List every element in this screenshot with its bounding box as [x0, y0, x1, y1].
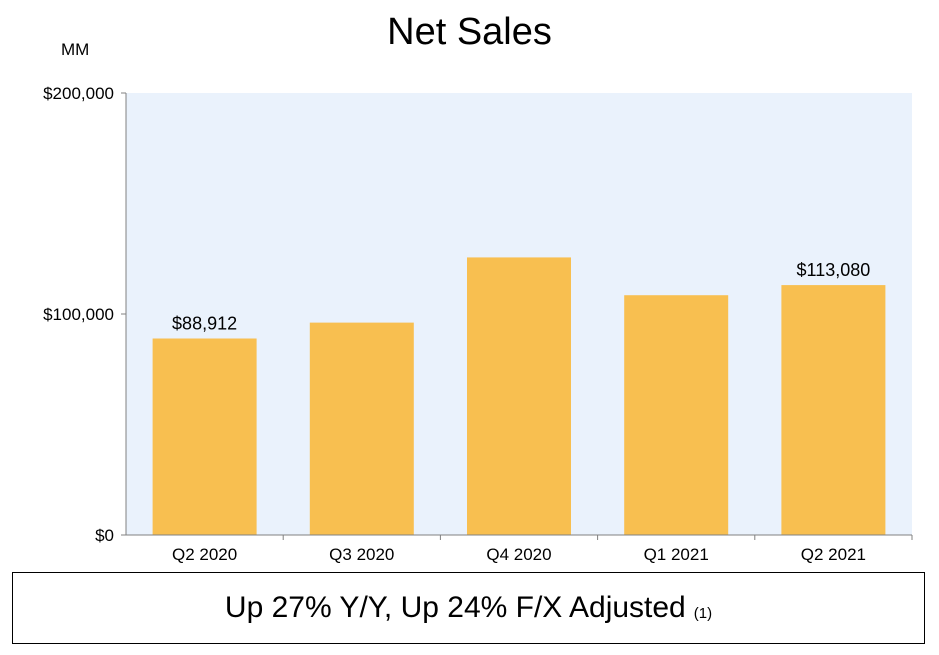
summary-box: Up 27% Y/Y, Up 24% F/X Adjusted (1) — [12, 572, 925, 644]
bar-q3-2020 — [309, 322, 414, 535]
bar-q1-2021 — [624, 295, 729, 535]
data-label: $88,912 — [172, 314, 237, 334]
bar-chart: $88,912 $113,080 $0 $100,000 $200,000 Q2 20… — [43, 84, 913, 564]
unit-label: MM — [61, 40, 90, 59]
bar-q2-2021 — [781, 285, 886, 535]
chart-title: Net Sales — [387, 11, 552, 53]
x-tick-label: Q2 2020 — [172, 545, 237, 564]
x-tick-label: Q3 2020 — [329, 545, 394, 564]
data-label: $113,080 — [797, 260, 871, 280]
x-tick-label: Q1 2021 — [644, 545, 709, 564]
y-tick-label: $0 — [95, 526, 114, 545]
summary-text: Up 27% Y/Y, Up 24% F/X Adjusted — [224, 591, 686, 624]
footnote-marker: (1) — [693, 604, 713, 622]
x-tick-label: Q4 2020 — [486, 545, 551, 564]
bar-q4-2020 — [467, 257, 571, 535]
y-tick-label: $200,000 — [43, 84, 114, 103]
y-tick-label: $100,000 — [43, 305, 114, 324]
x-tick-label: Q2 2021 — [801, 545, 866, 564]
bar-q2-2020 — [152, 338, 257, 535]
